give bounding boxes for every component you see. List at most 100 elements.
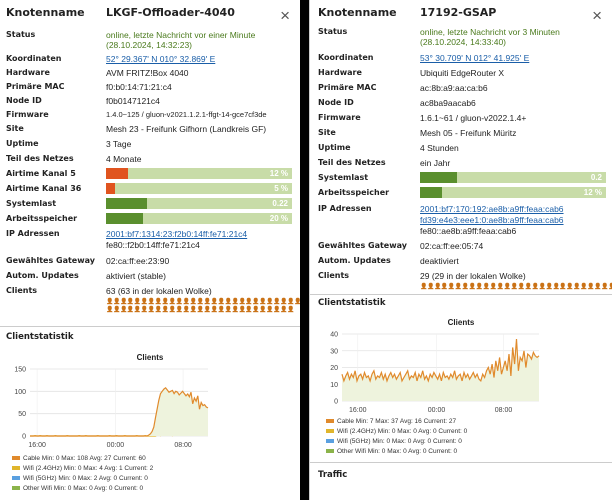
legend-wifi24: Wifi (2.4GHz) Min: 0 Max: 4 Avg: 1 Curre… — [12, 465, 153, 472]
uptime-value: 3 Tage — [106, 139, 132, 149]
x-tick-label: 00:00 — [428, 407, 446, 414]
x-tick-label: 08:00 — [174, 442, 192, 449]
airtime5-label: Airtime Kanal 5 — [6, 169, 76, 178]
load-fill — [106, 198, 147, 209]
network-label: Teil des Netzes — [6, 154, 74, 163]
status-label: Status — [318, 27, 348, 36]
stats-title: Clientstatistik — [318, 298, 386, 308]
network-label: Teil des Netzes — [318, 158, 386, 167]
ip-label: IP Adressen — [6, 229, 60, 238]
clients-chart: 0 50 100 150 16:00 00:00 08:00 — [14, 367, 209, 449]
header-label: Knotenname — [318, 6, 397, 19]
y-tick-label: 30 — [330, 348, 338, 355]
gateway-value: 02:ca:ff:ee:23:90 — [106, 256, 170, 266]
airtime36-pct: 5 % — [274, 184, 288, 193]
ip-link-1[interactable]: 2001:bf7:1314:23:f2b0:14ff:fe71:21c4 — [106, 229, 248, 239]
divider — [310, 462, 612, 463]
airtime36-fill — [106, 183, 116, 194]
mem-pct: 12 % — [583, 188, 602, 197]
ip-value-3: fe80::ae8b:a9ff:feaa:cab6 — [420, 226, 517, 236]
airtime5-bar: 12 % — [106, 168, 292, 179]
y-tick-label: 100 — [14, 389, 26, 396]
load-value: 0.2 — [590, 173, 602, 182]
y-tick-label: 0 — [334, 399, 338, 406]
legend-other: Other Wifi Min: 0 Max: 0 Avg: 0 Current:… — [12, 485, 143, 492]
nodeid-value: ac8ba9aacab6 — [420, 98, 476, 108]
updates-label: Autom. Updates — [318, 256, 391, 265]
mem-pct: 20 % — [269, 214, 288, 223]
nodeid-value: f0b0147121c4 — [106, 96, 160, 106]
network-value: ein Jahr — [420, 158, 451, 168]
mem-label: Arbeitsspeicher — [318, 188, 390, 197]
coords-link[interactable]: 53° 30.709' N 012° 41.925' E — [420, 53, 530, 63]
firmware-value: 1.4.0~125 / gluon-v2021.1.2.1-ffgt-14-gc… — [106, 110, 267, 119]
status-value: online, letzte Nachricht vor 3 Minuten — [420, 27, 560, 37]
load-label: Systemlast — [318, 173, 369, 182]
clients-value: 63 (63 in der lokalen Wolke) — [106, 286, 212, 296]
ip-link-2[interactable]: fd39:e4e3:eee1:0:ae8b:a9ff:feaa:cab6 — [420, 215, 564, 225]
y-tick-label: 10 — [330, 382, 338, 389]
node-panel-left: Knotenname LKGF-Offloader-4040 × Status … — [0, 0, 300, 500]
firmware-label: Firmware — [318, 113, 361, 122]
x-tick-label: 16:00 — [28, 442, 46, 449]
node-panel-right: Knotenname 17192-GSAP × Status online, l… — [309, 0, 612, 500]
hardware-value: AVM FRITZ!Box 4040 — [106, 68, 189, 78]
x-tick-label: 00:00 — [107, 442, 125, 449]
stats-title: Clientstatistik — [6, 332, 74, 342]
hardware-label: Hardware — [318, 68, 362, 77]
clients-label: Clients — [6, 286, 38, 295]
legend-wifi24: Wifi (2.4GHz) Min: 0 Max: 0 Avg: 0 Curre… — [326, 428, 467, 435]
series-area-cable — [30, 387, 208, 436]
y-tick-label: 0 — [22, 434, 26, 441]
y-tick-label: 150 — [14, 367, 26, 374]
node-name: LKGF-Offloader-4040 — [106, 6, 235, 19]
x-tick-label: 08:00 — [495, 407, 513, 414]
y-tick-label: 20 — [330, 365, 338, 372]
series-area-cable — [342, 339, 539, 401]
site-value: Mesh 05 - Freifunk Müritz — [420, 128, 517, 138]
legend-wifi5: Wifi (5GHz) Min: 0 Max: 2 Avg: 0 Current… — [12, 475, 148, 482]
close-icon[interactable]: × — [280, 6, 290, 25]
clients-chart: 0 10 20 30 40 16:00 00:00 08:00 — [330, 332, 540, 414]
firmware-value: 1.6.1~61 / gluon-v2022.1.4+ — [420, 113, 527, 123]
status-time: (28.10.2024, 14:33:40) — [420, 37, 507, 47]
traffic-title: Traffic — [318, 470, 348, 480]
site-value: Mesh 23 - Freifunk Gifhorn (Landkreis GF… — [106, 124, 267, 134]
header-label: Knotenname — [6, 6, 85, 19]
nodeid-label: Node ID — [6, 96, 42, 105]
coords-link[interactable]: 52° 29.367' N 010° 32.869' E — [106, 54, 216, 64]
mem-fill — [106, 213, 144, 224]
chart-title: Clients — [447, 318, 475, 327]
close-icon[interactable]: × — [592, 6, 602, 25]
load-fill — [420, 172, 458, 183]
mem-fill — [420, 187, 443, 198]
updates-label: Autom. Updates — [6, 271, 79, 280]
airtime36-bar: 5 % — [106, 183, 292, 194]
mac-label: Primäre MAC — [318, 83, 377, 92]
gateway-value: 02:ca:ff:ee:05:74 — [420, 241, 484, 251]
airtime5-fill — [106, 168, 129, 179]
uptime-label: Uptime — [318, 143, 351, 152]
y-tick-label: 40 — [330, 332, 338, 339]
person-icon: 👤👤👤👤👤👤👤👤👤👤👤👤👤👤👤👤👤👤👤👤👤👤👤👤👤👤👤👤👤 — [420, 284, 612, 290]
mac-label: Primäre MAC — [6, 82, 65, 91]
y-tick-label: 50 — [18, 411, 26, 418]
divider — [0, 326, 300, 327]
ip-link-1[interactable]: 2001:bf7:170:192:ae8b:a9ff:feaa:cab6 — [420, 204, 564, 214]
x-tick-label: 16:00 — [349, 407, 367, 414]
status-value: online, letzte Nachricht vor einer Minut… — [106, 30, 256, 40]
gateway-label: Gewähltes Gateway — [318, 241, 407, 250]
clients-label: Clients — [318, 271, 350, 280]
status-label: Status — [6, 30, 36, 39]
mem-bar: 12 % — [420, 187, 606, 198]
ip-value-2: fe80::f2b0:14ff:fe71:21c4 — [106, 240, 200, 250]
mac-value: ac:8b:a9:aa:ca:b6 — [420, 83, 488, 93]
chart-title: Clients — [136, 353, 164, 362]
updates-value: deaktiviert — [420, 256, 459, 266]
firmware-label: Firmware — [6, 110, 49, 119]
load-label: Systemlast — [6, 199, 57, 208]
legend-cable: Cable Min: 7 Max: 37 Avg: 16 Current: 27 — [326, 418, 456, 425]
node-name: 17192-GSAP — [420, 6, 497, 19]
updates-value: aktiviert (stable) — [106, 271, 166, 281]
legend-wifi5: Wifi (5GHz) Min: 0 Max: 0 Avg: 0 Current… — [326, 438, 462, 445]
